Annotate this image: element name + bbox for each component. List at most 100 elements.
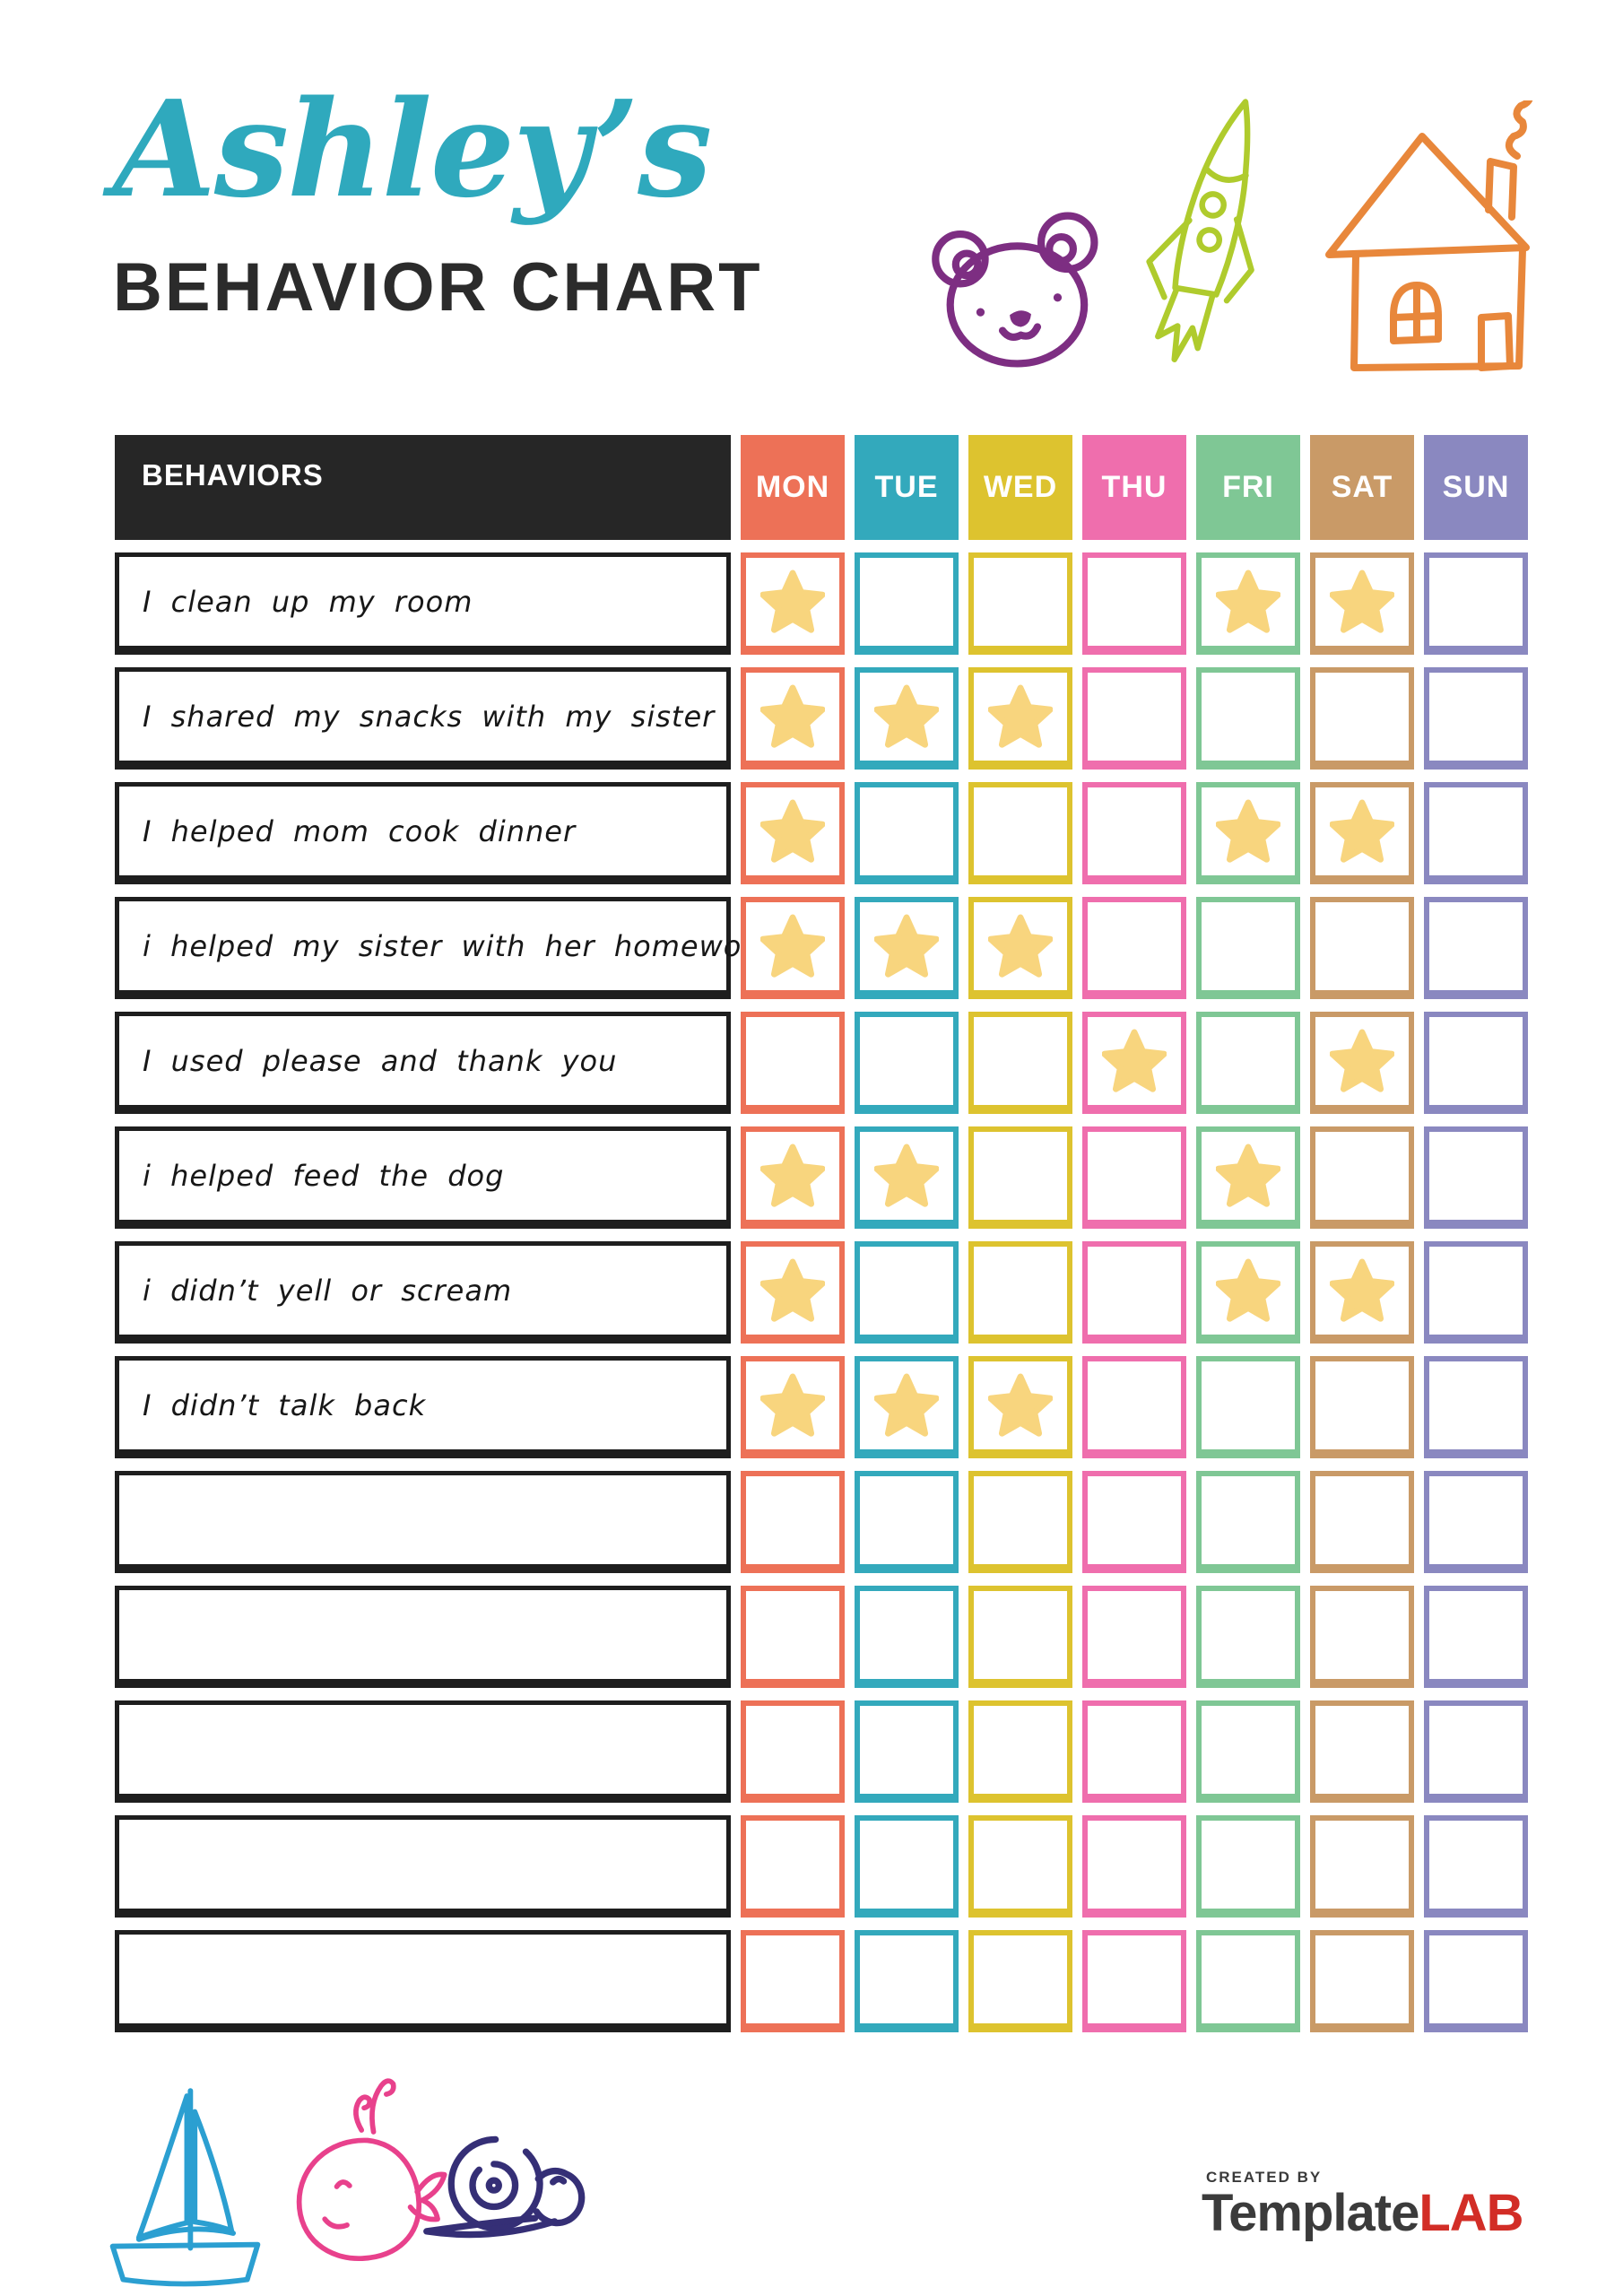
star-cell-fri	[1196, 1586, 1300, 1688]
star-cell-thu	[1082, 897, 1186, 999]
star-cell-thu	[1082, 1126, 1186, 1229]
star-cell-thu	[1082, 1471, 1186, 1573]
behavior-row: i helped my sister with her homework	[115, 897, 1528, 999]
star-cell-sun	[1424, 1471, 1528, 1573]
star-cell-fri	[1196, 1815, 1300, 1918]
behavior-label: I helped mom cook dinner	[115, 782, 731, 884]
star-cell-sun	[1424, 1356, 1528, 1458]
star-cell-sun	[1424, 1930, 1528, 2032]
page-title: Ashley’s	[113, 71, 712, 227]
star-cell-mon	[741, 1471, 845, 1573]
sailboat-icon	[100, 2076, 271, 2287]
star-icon	[760, 1258, 825, 1322]
star-cell-sat	[1310, 897, 1414, 999]
star-cell-tue	[855, 1700, 959, 1803]
star-cell-sat	[1310, 1586, 1414, 1688]
star-cell-fri	[1196, 552, 1300, 655]
star-cell-tue	[855, 1930, 959, 2032]
star-cell-wed	[968, 1126, 1072, 1229]
star-cell-wed	[968, 1930, 1072, 2032]
star-icon	[874, 914, 939, 978]
star-cell-thu	[1082, 552, 1186, 655]
behavior-label	[115, 1930, 731, 2032]
star-cell-mon	[741, 1815, 845, 1918]
logo-brand-text: TemplateLAB	[1202, 2186, 1524, 2241]
behavior-row: I shared my snacks with my sister	[115, 667, 1528, 770]
star-cell-fri	[1196, 1241, 1300, 1344]
behavior-label: I used please and thank you	[115, 1012, 731, 1114]
star-icon	[760, 570, 825, 633]
star-cell-thu	[1082, 1586, 1186, 1688]
star-cell-wed	[968, 552, 1072, 655]
behavior-row	[115, 1930, 1528, 2032]
star-cell-sun	[1424, 1700, 1528, 1803]
day-header-tue: TUE	[855, 435, 959, 540]
star-cell-mon	[741, 1586, 845, 1688]
star-cell-mon	[741, 782, 845, 884]
day-header-wed: WED	[968, 435, 1072, 540]
star-cell-mon	[741, 1700, 845, 1803]
star-cell-fri	[1196, 897, 1300, 999]
star-cell-mon	[741, 667, 845, 770]
behavior-row: I helped mom cook dinner	[115, 782, 1528, 884]
day-header-mon: MON	[741, 435, 845, 540]
behavior-row	[115, 1586, 1528, 1688]
table-body: I clean up my room I shared my snacks wit…	[115, 552, 1528, 2032]
star-cell-wed	[968, 1815, 1072, 1918]
star-cell-tue	[855, 552, 959, 655]
house-icon	[1316, 100, 1541, 383]
whale-icon	[273, 2063, 457, 2274]
star-cell-tue	[855, 897, 959, 999]
star-icon	[1216, 799, 1280, 863]
behaviors-column-header: BEHAVIORS	[115, 435, 731, 540]
star-icon	[988, 684, 1053, 748]
star-cell-tue	[855, 667, 959, 770]
star-cell-sun	[1424, 897, 1528, 999]
snail-icon	[405, 2115, 598, 2249]
star-cell-sat	[1310, 782, 1414, 884]
star-cell-wed	[968, 667, 1072, 770]
behavior-row: I used please and thank you	[115, 1012, 1528, 1114]
star-cell-tue	[855, 1241, 959, 1344]
star-cell-fri	[1196, 1012, 1300, 1114]
behavior-label: I didn’t talk back	[115, 1356, 731, 1458]
star-cell-wed	[968, 1356, 1072, 1458]
star-cell-fri	[1196, 1356, 1300, 1458]
star-icon	[1216, 1258, 1280, 1322]
star-cell-fri	[1196, 1700, 1300, 1803]
star-cell-sun	[1424, 1012, 1528, 1114]
rocket-icon	[1132, 83, 1298, 396]
day-header-sun: SUN	[1424, 435, 1528, 540]
behavior-label: I clean up my room	[115, 552, 731, 655]
star-cell-sat	[1310, 1012, 1414, 1114]
star-icon	[1330, 799, 1394, 863]
bear-icon	[924, 190, 1116, 387]
behavior-chart-table: BEHAVIORS MON TUE WED THU FRI SAT SUN I clean …	[115, 435, 1528, 2032]
star-cell-mon	[741, 1241, 845, 1344]
star-cell-thu	[1082, 1012, 1186, 1114]
star-cell-mon	[741, 552, 845, 655]
star-cell-fri	[1196, 782, 1300, 884]
star-icon	[1102, 1029, 1167, 1092]
star-icon	[1216, 1144, 1280, 1207]
star-cell-sat	[1310, 1471, 1414, 1573]
star-cell-tue	[855, 1012, 959, 1114]
star-cell-wed	[968, 1012, 1072, 1114]
star-cell-thu	[1082, 1930, 1186, 2032]
templatelab-logo: CREATED BY TemplateLAB	[1202, 2169, 1524, 2241]
page-subtitle: BEHAVIOR CHART	[113, 249, 763, 326]
star-icon	[1216, 570, 1280, 633]
star-icon	[988, 914, 1053, 978]
star-cell-mon	[741, 1012, 845, 1114]
star-cell-tue	[855, 1126, 959, 1229]
day-header-thu: THU	[1082, 435, 1186, 540]
behavior-row	[115, 1471, 1528, 1573]
star-cell-wed	[968, 1241, 1072, 1344]
star-cell-wed	[968, 782, 1072, 884]
star-cell-mon	[741, 1126, 845, 1229]
day-header-fri: FRI	[1196, 435, 1300, 540]
star-cell-mon	[741, 1356, 845, 1458]
table-header-row: BEHAVIORS MON TUE WED THU FRI SAT SUN	[115, 435, 1528, 540]
star-cell-sat	[1310, 667, 1414, 770]
behavior-label	[115, 1471, 731, 1573]
